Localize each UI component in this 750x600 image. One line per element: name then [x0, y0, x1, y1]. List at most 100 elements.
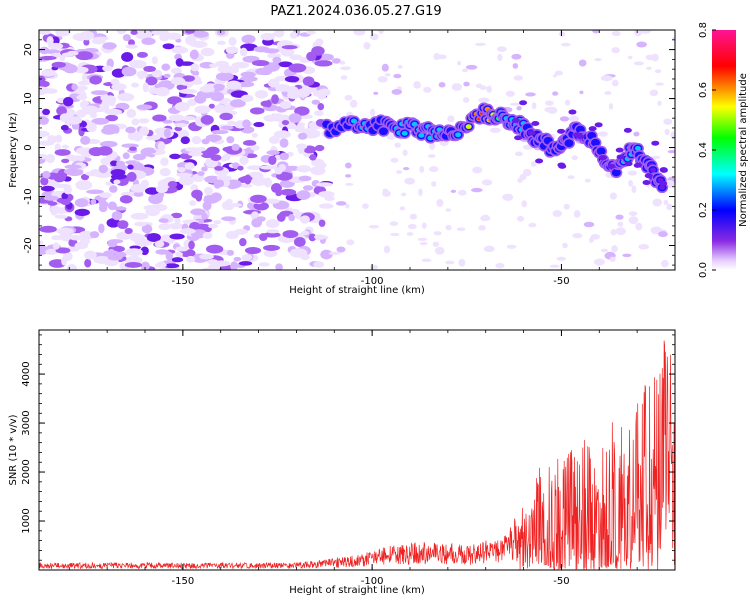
heatmap-cell [531, 102, 537, 110]
heatmap-cell [91, 117, 110, 125]
heatmap-cell [81, 105, 99, 115]
heatmap-cell [74, 198, 89, 208]
heatmap-cell [478, 225, 486, 231]
heatmap-cell [250, 144, 260, 151]
heatmap-cell [475, 83, 483, 89]
heatmap-cell [455, 132, 462, 138]
heatmap-cell [268, 78, 280, 88]
heatmap-cell [141, 37, 156, 46]
heatmap-cell [579, 90, 584, 95]
snr-series-line [39, 340, 675, 570]
heatmap-cell [41, 69, 56, 77]
heatmap-cell [339, 60, 346, 65]
heatmap-cell [281, 119, 290, 126]
heatmap-cell [39, 153, 47, 159]
y-tick-label: -20 [23, 237, 34, 253]
heatmap-cell [85, 171, 103, 177]
heatmap-cell [132, 153, 146, 161]
heatmap-cell [566, 140, 572, 146]
heatmap-cell [215, 72, 234, 82]
heatmap-cell [228, 36, 237, 46]
heatmap-cell [158, 223, 171, 231]
heatmap-cell [332, 58, 341, 64]
heatmap-cell [345, 203, 350, 209]
heatmap-cell [190, 63, 200, 72]
heatmap-cell [633, 61, 644, 66]
heatmap-cell [240, 71, 256, 78]
heatmap-cell [474, 42, 486, 46]
heatmap-cell [462, 96, 470, 103]
heatmap-cell [219, 156, 228, 162]
heatmap-cell [163, 128, 171, 139]
heatmap-cell [151, 69, 163, 78]
y-tick-label: 0 [23, 144, 34, 150]
heatmap-cell [265, 219, 280, 229]
heatmap-cell [77, 80, 91, 86]
heatmap-cell [588, 133, 595, 139]
heatmap-cell [483, 245, 495, 253]
snr-frame [38, 329, 676, 571]
heatmap-cell [552, 210, 563, 217]
heatmap-cell [402, 149, 408, 156]
heatmap-cell [42, 170, 51, 179]
heatmap-cell [208, 103, 215, 109]
heatmap-cell [151, 56, 158, 65]
heatmap-cell [55, 30, 71, 37]
heatmap-cell [56, 106, 67, 116]
heatmap-cell [611, 47, 620, 54]
heatmap-cell [315, 182, 333, 187]
heatmap-cell [51, 61, 66, 68]
heatmap-cell [93, 255, 111, 264]
heatmap-cell [279, 138, 289, 148]
spectrogram-heatmap [39, 30, 675, 270]
heatmap-cell [318, 219, 326, 227]
heatmap-cell [296, 190, 311, 200]
heatmap-cell [111, 83, 127, 91]
heatmap-cell [554, 70, 564, 76]
heatmap-cell [39, 75, 46, 84]
heatmap-cell [284, 75, 300, 83]
heatmap-cell [138, 118, 150, 124]
heatmap-cell [75, 85, 88, 91]
heatmap-cell [314, 60, 333, 67]
heatmap-cell [516, 106, 522, 111]
heatmap-cell [202, 231, 213, 240]
heatmap-cell [64, 164, 82, 170]
heatmap-cell [353, 30, 366, 36]
heatmap-cell [652, 198, 663, 207]
heatmap-cell [216, 30, 226, 36]
heatmap-cell [557, 128, 566, 134]
heatmap-cell [545, 100, 554, 106]
heatmap-cell [126, 171, 137, 182]
heatmap-cell [39, 119, 49, 125]
heatmap-cell [191, 189, 203, 199]
heatmap-cell [251, 218, 263, 228]
heatmap-cell [567, 175, 575, 180]
heatmap-cell [588, 126, 597, 132]
heatmap-cell [274, 30, 285, 38]
heatmap-cell [472, 166, 483, 174]
heatmap-cell [99, 140, 118, 148]
heatmap-cell [617, 221, 624, 227]
heatmap-cell [563, 203, 570, 210]
heatmap-cell [76, 147, 89, 155]
heatmap-cell [610, 229, 617, 236]
heatmap-cell [143, 65, 156, 72]
heatmap-cell [40, 177, 49, 186]
heatmap-cell [244, 246, 262, 255]
heatmap-cell [110, 160, 118, 167]
heatmap-cell [71, 83, 78, 91]
heatmap-cell [478, 97, 490, 103]
heatmap-cell [239, 155, 249, 165]
heatmap-cell [289, 54, 303, 61]
heatmap-cell [146, 232, 161, 242]
heatmap-cell [39, 225, 57, 233]
heatmap-cell [598, 155, 607, 161]
heatmap-cell [271, 183, 282, 194]
heatmap-cell [122, 152, 130, 160]
heatmap-cell [233, 228, 249, 235]
heatmap-cell [102, 65, 113, 72]
heatmap-cell [457, 60, 462, 66]
heatmap-cell [266, 229, 280, 234]
heatmap-cell [336, 246, 346, 253]
